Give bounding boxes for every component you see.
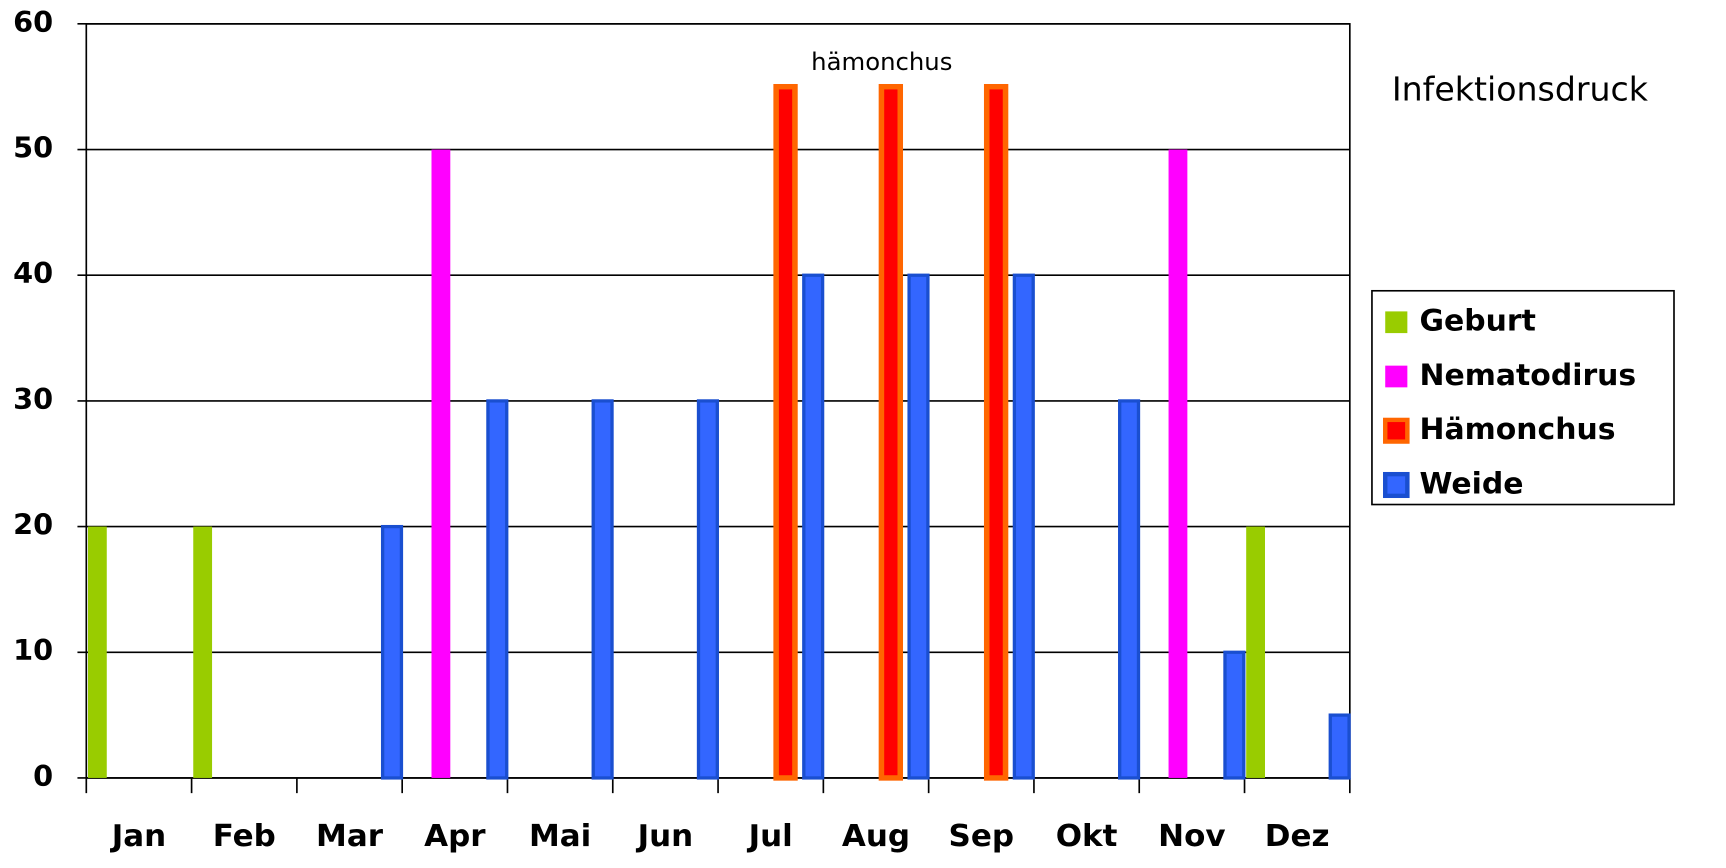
bar [696, 399, 719, 780]
legend-swatch [1383, 471, 1410, 499]
y-tick-label: 20 [13, 509, 53, 542]
bar [1223, 650, 1246, 780]
legend-label: Weide [1420, 467, 1524, 501]
x-tick-label: Okt [1056, 819, 1118, 854]
bar [1168, 149, 1188, 778]
bar [878, 83, 904, 781]
y-tick-label: 40 [13, 257, 53, 290]
legend-label: Nematodirus [1420, 358, 1637, 392]
legend-box [1371, 289, 1675, 506]
annotation: hämonchus [811, 48, 952, 76]
x-tick-label: Dez [1265, 819, 1330, 854]
bar [773, 83, 798, 781]
x-tick-label: Sep [949, 819, 1014, 854]
y-tick-label: 10 [13, 634, 53, 667]
x-tick-label: Aug [842, 819, 910, 854]
bar [431, 149, 451, 778]
x-tick-label: Jan [110, 819, 166, 854]
x-tick-label: Feb [213, 819, 276, 854]
x-tick-label: Mar [316, 819, 384, 854]
bar [1328, 713, 1351, 780]
legend-label: Geburt [1420, 304, 1536, 338]
y-tick-label: 30 [13, 383, 53, 416]
bar [591, 399, 614, 780]
y-tick-label: 60 [13, 6, 53, 39]
legend-label: Hämonchus [1420, 412, 1616, 446]
legend-swatch [1385, 365, 1408, 388]
y-tick-label: 50 [13, 132, 53, 165]
bar [380, 524, 404, 780]
x-tick-label: Jun [636, 819, 694, 854]
bar [1246, 526, 1265, 778]
bar [983, 83, 1009, 781]
x-tick-label: Jul [747, 819, 793, 854]
bar [802, 273, 825, 780]
y-tick-label: 0 [33, 760, 53, 793]
x-tick-label: Nov [1158, 819, 1225, 854]
bar [1118, 399, 1141, 780]
bar [907, 273, 930, 780]
bar [1012, 273, 1035, 780]
x-tick-label: Mai [529, 819, 591, 854]
bar [87, 526, 107, 778]
legend-swatch [1385, 311, 1408, 334]
x-tick-label: Apr [424, 819, 486, 854]
legend-swatch [1383, 417, 1410, 444]
bar [193, 526, 213, 778]
side-label: Infektionsdruck [1392, 70, 1648, 109]
bar [486, 399, 509, 780]
